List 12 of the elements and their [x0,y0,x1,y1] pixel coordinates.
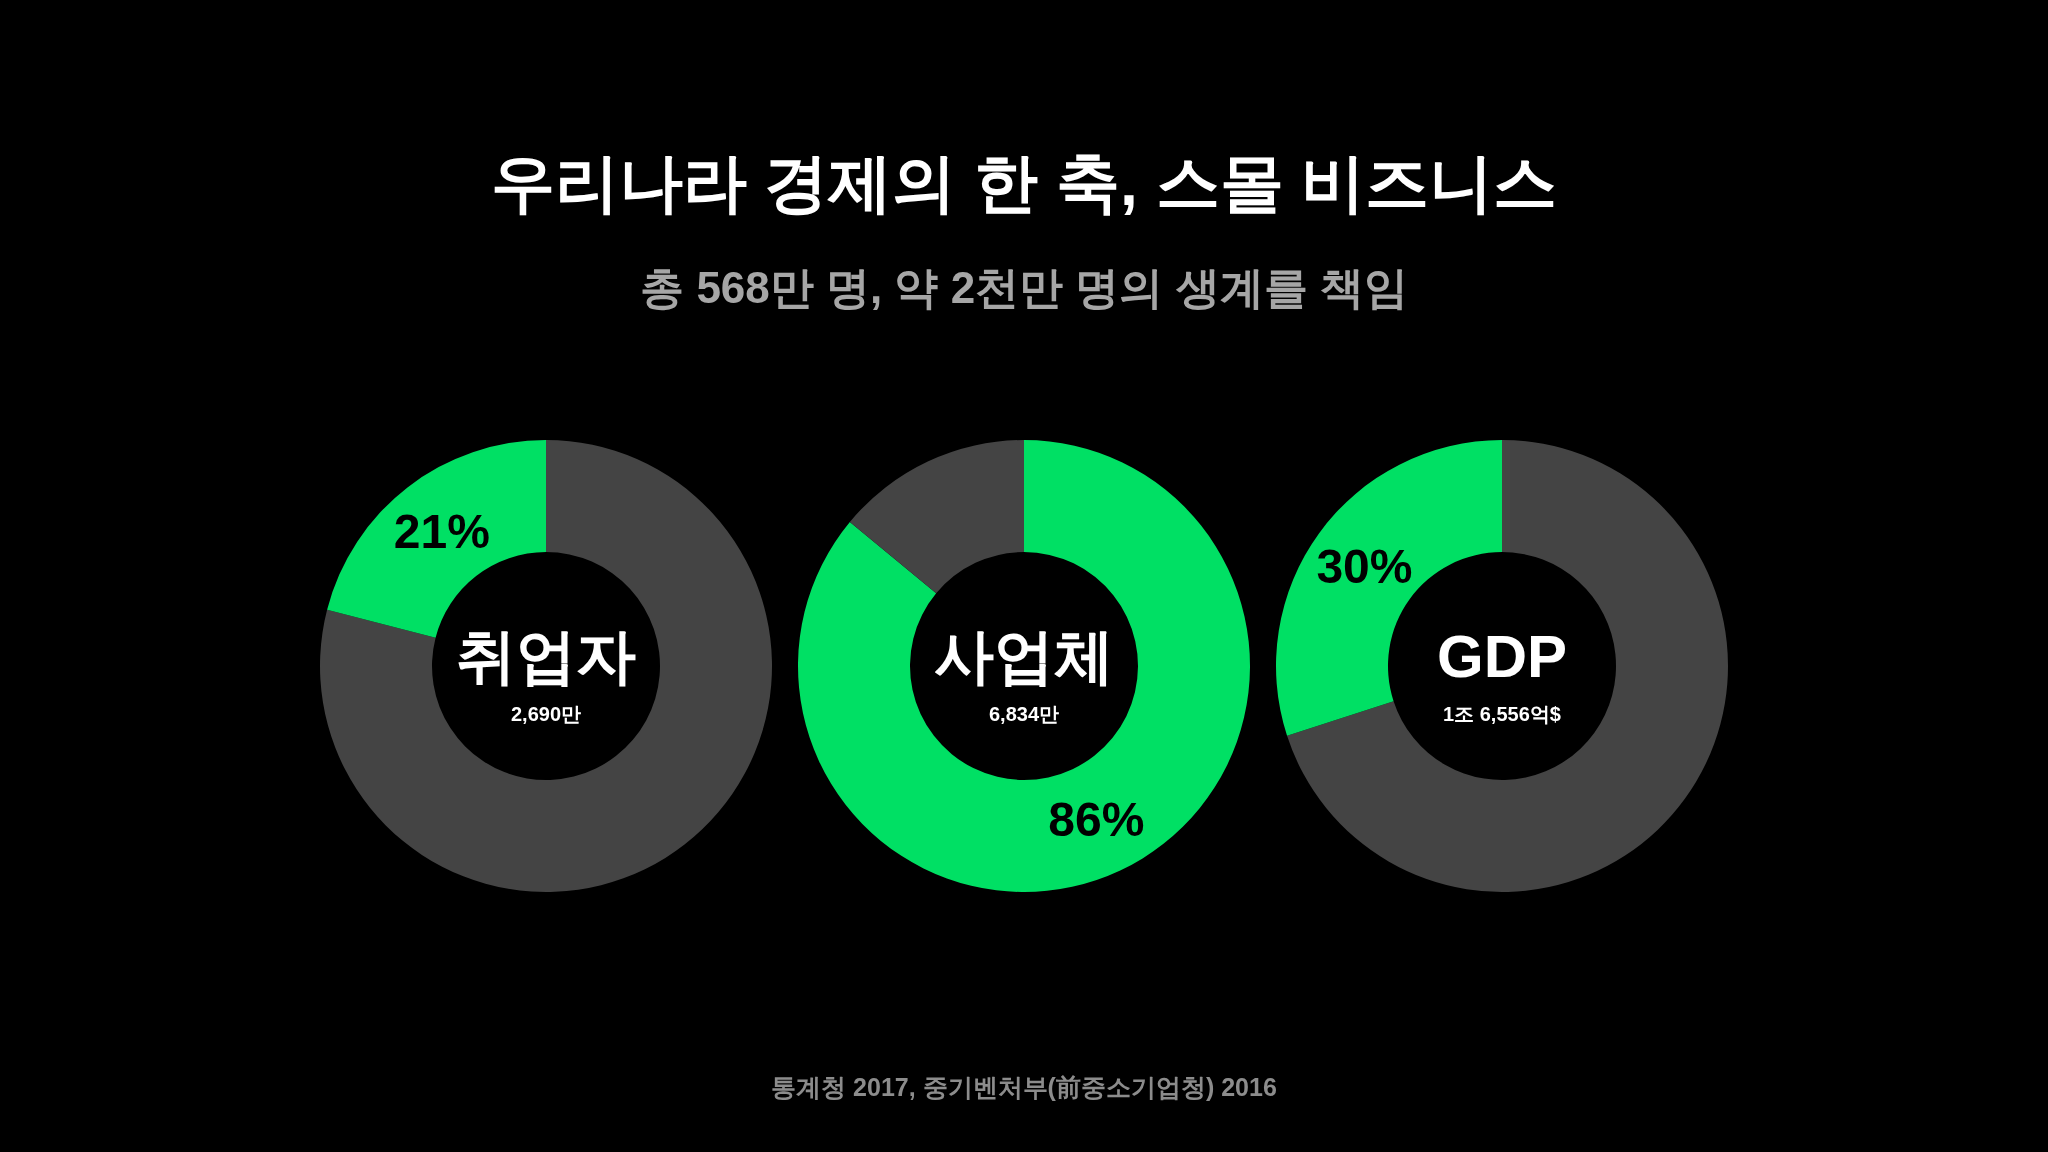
data-label: 30% [1316,539,1413,593]
text: GDP [1436,622,1568,690]
text: 사업체 [934,622,1114,690]
text: 1조 6,556억$ [1443,703,1561,725]
text: 통계청 2017, 중기벤처부(前중소기업청) 2016 [771,1073,1277,1101]
text: 6,834만 [988,703,1060,725]
text: 우리나라 경제의 한 축, 스몰 비즈니스 [490,147,1558,219]
text: 2,690만 [510,703,582,725]
data-label: 21% [393,505,490,559]
text: 취업자 [456,622,636,690]
text: 총 568만 명, 약 2천만 명의 생계를 책임 [640,262,1408,312]
data-label: 86% [1048,793,1145,847]
